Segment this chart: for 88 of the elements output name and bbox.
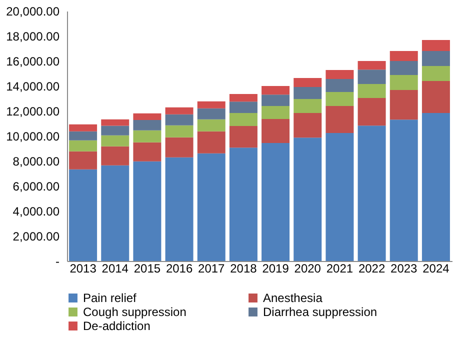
bar (390, 75, 418, 90)
bar (326, 70, 354, 79)
bar (165, 157, 194, 261)
bar (326, 106, 354, 133)
bar (133, 113, 162, 120)
bar (229, 126, 258, 148)
y-tick-label: 6,000.00 (12, 180, 60, 194)
bar (229, 113, 258, 126)
y-tick-label: 8,000.00 (12, 154, 60, 168)
x-tick-label: 2024 (422, 262, 450, 276)
bar (358, 70, 386, 84)
bar (101, 146, 130, 166)
bar (165, 114, 194, 126)
bar (165, 125, 194, 138)
x-tick-label: 2016 (166, 262, 193, 276)
bar (294, 113, 322, 138)
x-tick-label: 2019 (262, 262, 290, 276)
bar (422, 113, 450, 261)
bar (101, 119, 130, 126)
bar (262, 106, 290, 119)
bar (69, 169, 98, 261)
legend-label: Anesthesia (263, 291, 323, 305)
bar (294, 78, 322, 87)
y-tick-label: 2,000.00 (12, 230, 60, 244)
bar (133, 161, 162, 261)
bar (390, 120, 418, 261)
bar (262, 86, 290, 95)
bar (197, 131, 226, 154)
x-tick-label: 2015 (134, 262, 161, 276)
bar (422, 81, 450, 113)
bar (422, 40, 450, 51)
bar (422, 66, 450, 81)
bar (262, 119, 290, 143)
bar (358, 98, 386, 126)
bar (326, 92, 354, 106)
y-tick-label: 12,000.00 (6, 104, 60, 118)
bar (294, 87, 322, 99)
bar (165, 107, 194, 114)
x-tick-label: 2018 (230, 262, 258, 276)
bar (69, 124, 98, 132)
bar (69, 151, 98, 170)
bar (390, 61, 418, 75)
bar (262, 94, 290, 106)
x-tick-label: 2017 (198, 262, 226, 276)
legend-label: Pain relief (83, 291, 138, 305)
bar (197, 101, 226, 108)
y-tick-label: 18,000.00 (6, 30, 60, 44)
legend-label: De-addiction (83, 319, 150, 333)
bar (101, 165, 130, 261)
bar (229, 102, 258, 113)
bar (101, 135, 130, 146)
bar (133, 120, 162, 130)
bar (294, 138, 322, 261)
bar (101, 126, 130, 136)
bar (197, 108, 226, 120)
bar (165, 137, 194, 158)
y-tick-label: 10,000.00 (6, 130, 60, 144)
bar (326, 79, 354, 92)
bar (69, 131, 98, 140)
bar (358, 126, 386, 261)
bar (326, 133, 354, 261)
x-tick-label: 2014 (102, 262, 129, 276)
x-tick-label: 2020 (294, 262, 322, 276)
bar (197, 119, 226, 132)
x-tick-label: 2013 (70, 262, 97, 276)
bar (197, 153, 226, 261)
bar (390, 90, 418, 120)
bar (133, 142, 162, 162)
bar (69, 140, 98, 152)
y-tick-label: 16,000.00 (6, 54, 60, 68)
bar (133, 130, 162, 142)
y-tick-label: 14,000.00 (6, 80, 60, 94)
x-tick-label: 2022 (358, 262, 386, 276)
y-tick-label: 20,000.00 (6, 4, 60, 18)
legend-label: Cough suppression (83, 305, 186, 319)
bar (358, 84, 386, 98)
bar (294, 99, 322, 113)
bar (262, 143, 290, 261)
y-tick-label: - (56, 254, 60, 268)
x-tick-label: 2021 (326, 262, 354, 276)
bar (422, 51, 450, 66)
y-tick-label: 4,000.00 (12, 204, 60, 218)
x-tick-label: 2023 (390, 262, 418, 276)
bar (229, 148, 258, 261)
bar (390, 51, 418, 61)
bar (229, 94, 258, 102)
legend-label: Diarrhea suppression (263, 305, 378, 319)
bar (358, 61, 386, 70)
